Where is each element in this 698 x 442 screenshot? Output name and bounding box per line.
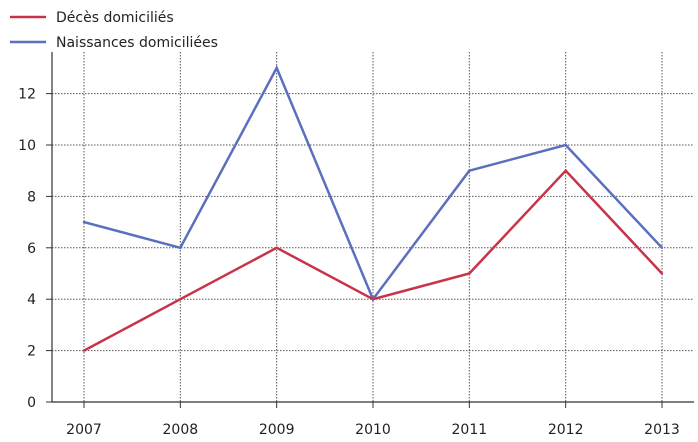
data-point-deces — [82, 349, 86, 352]
data-point-deces — [660, 272, 664, 275]
series-line-naissances — [83, 64, 663, 302]
x-tick-label: 2010 — [355, 422, 391, 438]
grid — [52, 52, 694, 402]
data-point-deces — [275, 246, 278, 249]
data-point-naissances — [468, 169, 471, 172]
x-tick-label: 2012 — [548, 422, 584, 438]
y-tick-label: 12 — [18, 87, 36, 103]
data-point-naissances — [82, 220, 86, 224]
legend-label-naissances: Naissances domiciliées — [56, 35, 218, 51]
data-point-naissances — [179, 246, 182, 249]
data-point-naissances — [660, 246, 664, 249]
legend-label-deces: Décès domiciliés — [56, 10, 174, 26]
y-tick-label: 2 — [27, 344, 36, 360]
data-point-deces — [564, 169, 567, 172]
y-tick-label: 8 — [27, 189, 36, 205]
data-point-deces — [371, 298, 375, 301]
y-tick-label: 10 — [18, 138, 36, 154]
series-line-deces — [83, 168, 663, 352]
x-tick-label: 2009 — [259, 422, 295, 438]
tick-labels: 0 2 4 6 8 10 12 2007 2008 2009 2010 2011 2012 2013 — [18, 87, 680, 438]
y-tick-label: 0 — [27, 395, 36, 411]
data-point-deces — [468, 272, 471, 275]
x-tick-label: 2007 — [66, 422, 102, 438]
y-tick-label: 4 — [27, 292, 36, 308]
axes — [46, 52, 694, 408]
legend: Décès domiciliés Naissances domiciliées — [10, 10, 218, 51]
series — [82, 64, 664, 352]
x-tick-label: 2008 — [163, 422, 199, 438]
x-tick-label: 2011 — [452, 422, 488, 438]
data-point-naissances — [275, 66, 278, 70]
data-point-deces — [179, 298, 182, 301]
x-tick-label: 2013 — [644, 422, 680, 438]
y-tick-label: 6 — [27, 241, 36, 257]
data-point-naissances — [564, 143, 567, 147]
